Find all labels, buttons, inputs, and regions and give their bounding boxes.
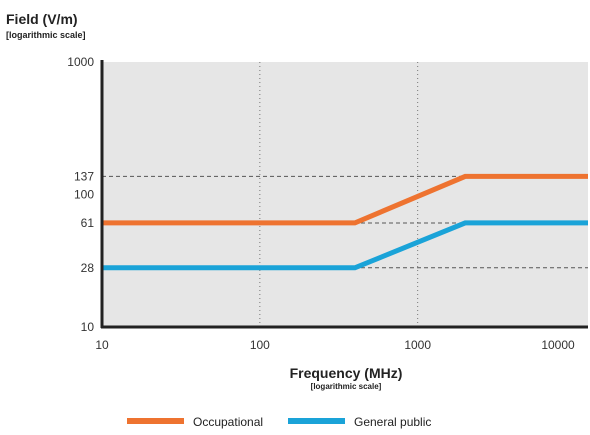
y-tick-label: 1000 bbox=[67, 55, 94, 69]
series-line-occupational bbox=[102, 173, 588, 226]
legend-label-general-public: General public bbox=[354, 415, 431, 429]
legend-swatch-occupational bbox=[127, 418, 184, 424]
y-tick-label: 100 bbox=[74, 188, 94, 202]
x-axis-subtitle: [logarithmic scale] bbox=[311, 382, 382, 391]
series-line-general-public bbox=[102, 220, 588, 271]
y-axis-title: Field (V/m) bbox=[6, 11, 78, 27]
y-tick-label: 28 bbox=[81, 261, 95, 275]
plot-area: 10 28 61 100 137 1000 10 100 1000 10000 bbox=[67, 55, 588, 352]
x-tick-label: 10000 bbox=[541, 338, 575, 352]
y-axis-subtitle: [logarithmic scale] bbox=[6, 30, 86, 40]
y-tick-label: 10 bbox=[81, 320, 95, 334]
x-tick-label: 100 bbox=[250, 338, 270, 352]
y-tick-label: 137 bbox=[74, 169, 94, 183]
x-axis-title: Frequency (MHz) bbox=[290, 365, 403, 381]
legend: Occupational General public bbox=[127, 415, 431, 429]
y-tick-label: 61 bbox=[81, 216, 95, 230]
legend-swatch-general-public bbox=[288, 418, 345, 424]
x-tick-label: 1000 bbox=[404, 338, 431, 352]
plot-background bbox=[102, 62, 588, 327]
x-tick-label: 10 bbox=[95, 338, 109, 352]
legend-label-occupational: Occupational bbox=[193, 415, 263, 429]
